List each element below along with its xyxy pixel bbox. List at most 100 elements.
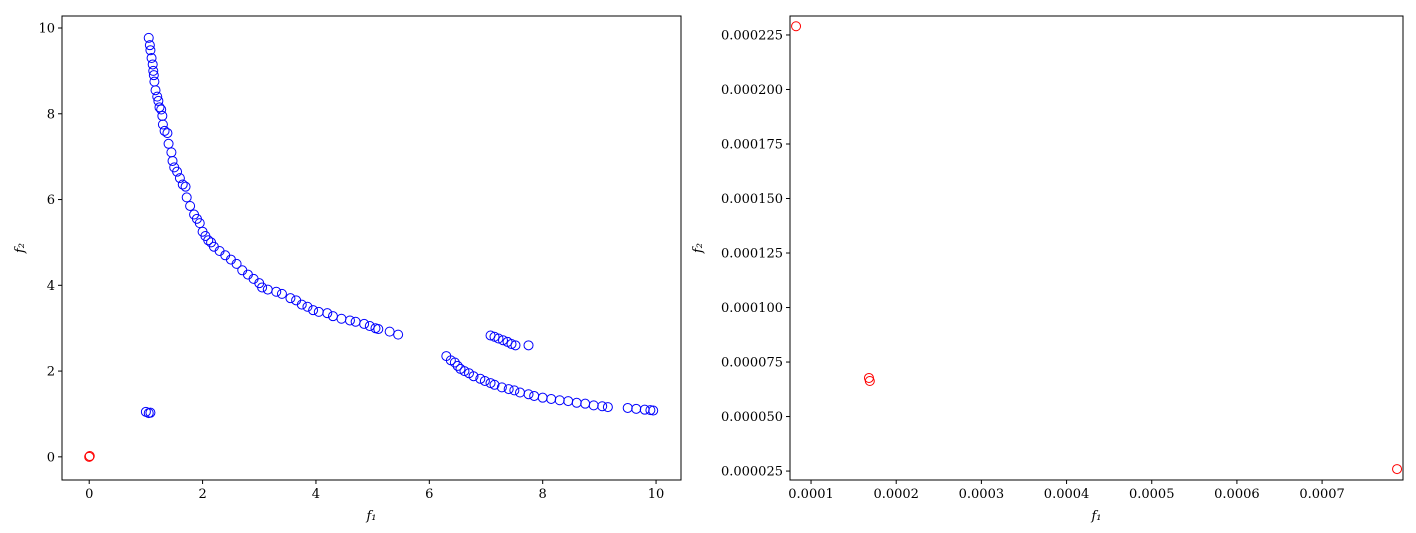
y-tick-label: 4 <box>47 279 55 294</box>
y-axis-label: f₂ <box>691 243 706 254</box>
point <box>276 288 287 299</box>
point <box>148 65 159 76</box>
point <box>147 59 158 70</box>
point <box>143 32 154 43</box>
point <box>496 382 507 393</box>
y-tick-label: 0.000150 <box>721 192 783 207</box>
point <box>449 357 460 368</box>
point <box>393 329 404 340</box>
point <box>597 401 608 412</box>
x-tick-label: 8 <box>539 487 547 502</box>
point <box>322 308 333 319</box>
point <box>498 335 509 346</box>
y-tick-label: 0.000075 <box>721 356 783 371</box>
y-axis-label: f₂ <box>13 243 28 254</box>
point <box>563 396 574 407</box>
point <box>452 360 463 371</box>
point <box>523 389 534 400</box>
point <box>523 340 534 351</box>
point <box>163 138 174 149</box>
point <box>84 450 95 461</box>
point <box>384 326 395 337</box>
point <box>296 299 307 310</box>
point <box>84 451 95 462</box>
point <box>554 395 565 406</box>
point <box>468 371 479 382</box>
point <box>166 147 177 158</box>
y-tick-label: 2 <box>47 365 55 380</box>
point <box>571 397 582 408</box>
point <box>506 339 517 350</box>
point <box>162 128 173 139</box>
point <box>791 21 802 32</box>
plot-area <box>789 15 1404 481</box>
point <box>510 340 521 351</box>
point <box>475 373 486 384</box>
point <box>529 390 540 401</box>
point <box>602 402 613 413</box>
point <box>145 45 156 56</box>
point <box>157 110 168 121</box>
point <box>459 366 470 377</box>
point <box>344 315 355 326</box>
y-tick-label: 0.000100 <box>721 301 783 316</box>
point <box>177 179 188 190</box>
point <box>864 376 875 387</box>
point <box>231 258 242 269</box>
point <box>622 402 633 413</box>
y-tick-label: 6 <box>47 193 55 208</box>
point <box>148 70 159 81</box>
point <box>157 119 168 130</box>
point <box>580 398 591 409</box>
y-tick-label: 0.000050 <box>721 410 783 425</box>
point <box>503 384 514 395</box>
point <box>479 375 490 386</box>
point <box>336 313 347 324</box>
x-tick-label: 0.0003 <box>959 487 1005 502</box>
x-tick-label: 6 <box>425 487 433 502</box>
x-tick-label: 0.0001 <box>788 487 834 502</box>
x-tick-label: 4 <box>312 487 320 502</box>
y-tick-label: 0.000025 <box>721 465 783 480</box>
point <box>174 173 185 184</box>
point <box>172 166 183 177</box>
point <box>156 104 167 115</box>
point <box>313 306 324 317</box>
x-tick-label: 10 <box>648 487 665 502</box>
point <box>203 235 214 246</box>
y-tick-label: 0.000200 <box>721 83 783 98</box>
point <box>631 403 642 414</box>
point <box>515 387 526 398</box>
point <box>327 311 338 322</box>
point <box>285 293 296 304</box>
x-tick-label: 0.0005 <box>1129 487 1175 502</box>
point <box>146 53 157 64</box>
x-tick-label: 0.0006 <box>1214 487 1260 502</box>
point <box>648 405 659 416</box>
point <box>537 392 548 403</box>
y-tick-label: 10 <box>38 22 55 37</box>
x-tick-label: 0.0002 <box>873 487 919 502</box>
point <box>350 316 361 327</box>
point <box>152 91 163 102</box>
x-axis-label: f₁ <box>1090 509 1101 524</box>
point <box>181 192 192 203</box>
y-tick-label: 0.000225 <box>721 28 783 43</box>
point <box>149 76 160 87</box>
x-axis-label: f₁ <box>365 509 376 524</box>
point <box>489 379 500 390</box>
plot-area <box>61 15 682 481</box>
point <box>271 286 282 297</box>
point <box>373 324 384 335</box>
point <box>257 282 268 293</box>
y-tick-label: 0.000125 <box>721 247 783 262</box>
point <box>308 305 319 316</box>
point <box>145 407 156 418</box>
point <box>262 284 273 295</box>
point <box>359 318 370 329</box>
point <box>180 181 191 192</box>
y-tick-label: 0.000175 <box>721 137 783 152</box>
point <box>364 321 375 332</box>
